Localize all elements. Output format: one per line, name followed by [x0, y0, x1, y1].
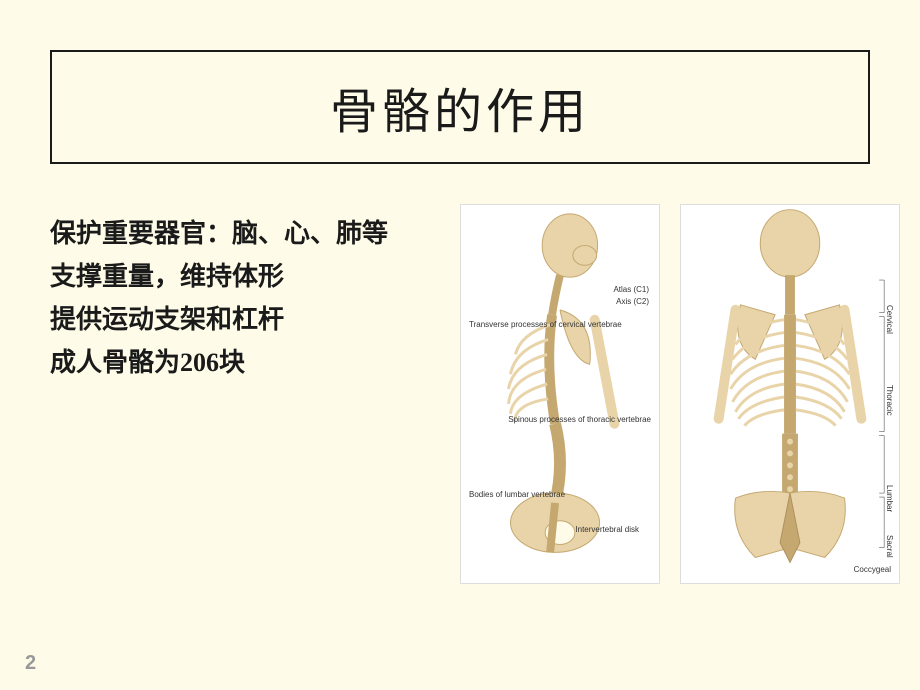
label-lumbar-region: Lumbar — [885, 485, 894, 512]
label-disk: Intervertebral disk — [575, 525, 639, 534]
skeleton-posterior-svg — [681, 205, 899, 583]
label-atlas: Atlas (C1) — [613, 285, 649, 294]
title-box: 骨骼的作用 — [50, 50, 870, 164]
image-area: Atlas (C1) Axis (C2) Transverse processe… — [450, 204, 900, 584]
label-cervical: Cervical — [885, 305, 894, 334]
skeleton-posterior-view: Cervical Thoracic Lumbar Sacral Coccygea… — [680, 204, 900, 584]
slide-title: 骨骼的作用 — [92, 72, 828, 142]
page-number: 2 — [25, 652, 36, 675]
skeleton-lateral-view: Atlas (C1) Axis (C2) Transverse processe… — [460, 204, 660, 584]
label-sacral: Sacral — [885, 535, 894, 558]
label-spinous: Spinous processes of thoracic vertebrae — [508, 415, 651, 424]
slide-container: 骨骼的作用 保护重要器官：脑、心、肺等 支撑重量，维持体形 提供运动支架和杠杆 … — [0, 0, 920, 690]
bullet-3: 提供运动支架和杠杆 — [50, 300, 450, 339]
text-content: 保护重要器官：脑、心、肺等 支撑重量，维持体形 提供运动支架和杠杆 成人骨骼为2… — [50, 204, 450, 386]
label-thoracic: Thoracic — [885, 385, 894, 416]
label-axis: Axis (C2) — [616, 297, 649, 306]
content-area: 保护重要器官：脑、心、肺等 支撑重量，维持体形 提供运动支架和杠杆 成人骨骼为2… — [50, 204, 870, 584]
bullet-4: 成人骨骼为206块 — [50, 343, 450, 382]
bullet-1: 保护重要器官：脑、心、肺等 — [50, 214, 450, 253]
bullet-2: 支撑重量，维持体形 — [50, 257, 450, 296]
label-lumbar-bodies: Bodies of lumbar vertebrae — [469, 490, 565, 499]
label-coccygeal: Coccygeal — [854, 565, 891, 574]
label-transverse: Transverse processes of cervical vertebr… — [469, 320, 622, 329]
